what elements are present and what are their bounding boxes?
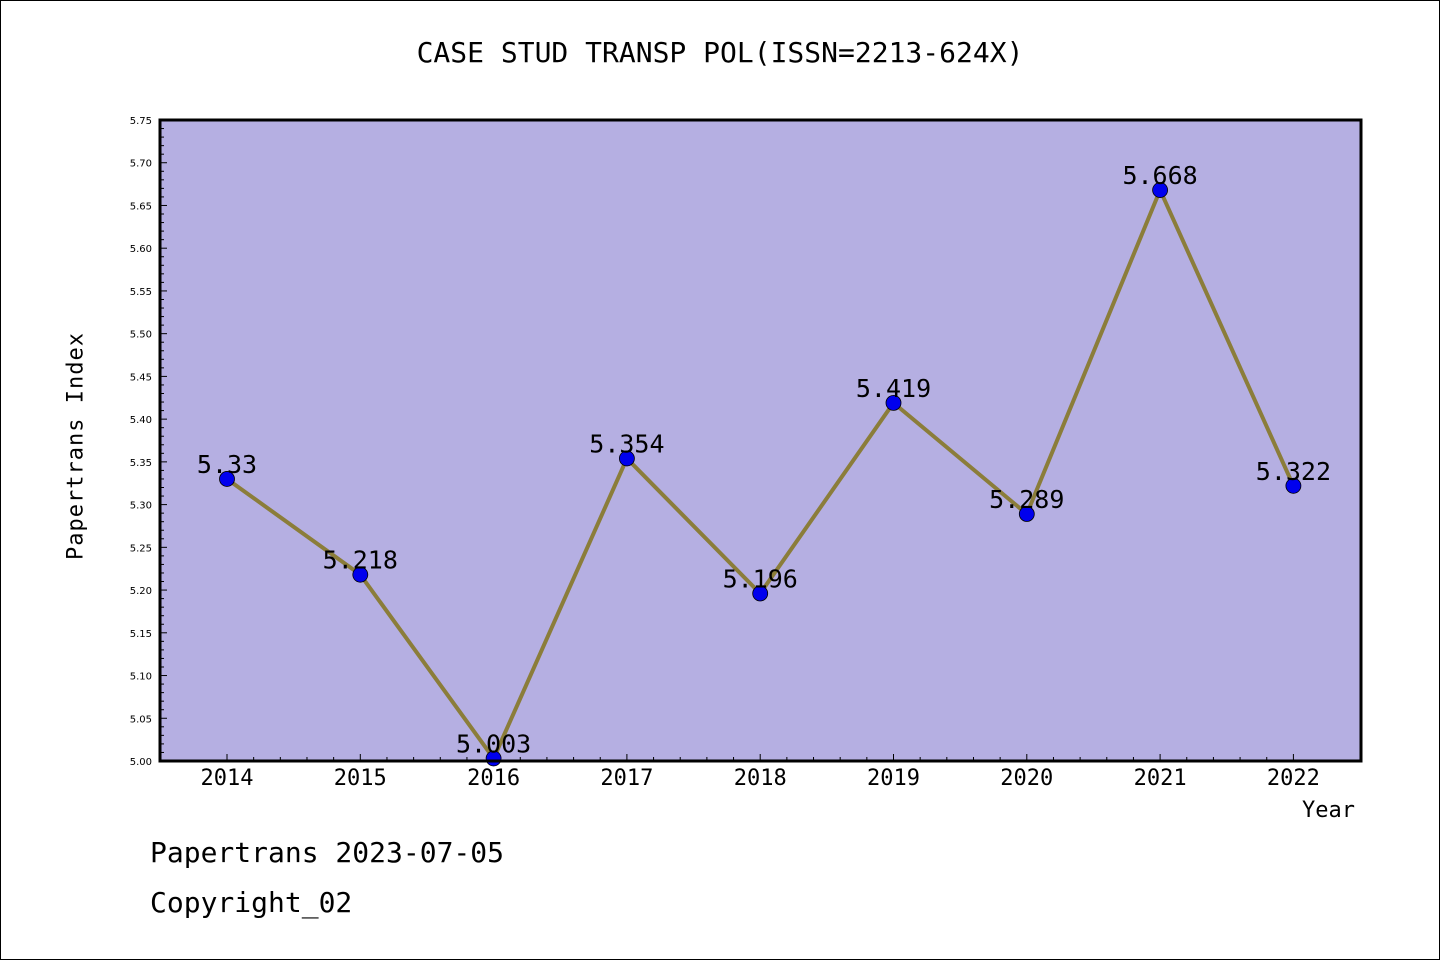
y-axis-label: Papertrans Index: [63, 332, 89, 560]
data-label: 5.668: [1122, 161, 1197, 190]
data-label: 5.289: [989, 485, 1064, 514]
y-tick-label: 5.10: [130, 672, 152, 683]
data-point: [219, 471, 235, 487]
data-point: [619, 450, 635, 467]
y-tick-label: 5.70: [130, 159, 152, 170]
data-point: [752, 585, 769, 602]
series-group: [219, 182, 1302, 767]
y-tick-label: 5.60: [130, 244, 152, 255]
data-labels: 5.33 5.218 5.003 5.354 5.196 5.419 5.289 5.668 5…: [197, 161, 1331, 758]
y-tick-label: 5.25: [130, 543, 152, 554]
x-tick-label: 2017: [600, 766, 653, 791]
y-tick-label: 5.55: [130, 287, 152, 298]
data-point: [1152, 182, 1168, 198]
x-tick-label: 2019: [867, 766, 920, 791]
x-tick-label: 2020: [1000, 766, 1053, 791]
y-tick-label: 5.65: [130, 201, 152, 212]
x-tick-label: 2018: [734, 766, 787, 791]
data-label: 5.218: [323, 546, 398, 575]
y-tick-label: 5.30: [130, 501, 152, 512]
data-label: 5.419: [856, 374, 931, 403]
data-point: [1018, 506, 1035, 522]
y-tick-label: 5.75: [130, 116, 152, 127]
y-tick-label: 5.45: [130, 372, 152, 383]
y-tick-label: 5.20: [130, 586, 152, 597]
y-tick-label: 5.35: [130, 458, 152, 469]
data-label: 5.354: [589, 429, 664, 458]
data-label: 5.196: [723, 564, 798, 593]
data-point: [352, 566, 369, 583]
y-tick-label: 5.40: [130, 415, 152, 426]
data-label: 5.003: [456, 729, 531, 758]
y-tick-label: 5.05: [130, 714, 152, 725]
y-axis-ticks: 5.00 5.05 5.10 5.15 5.20 5.25 5.30 5.35 5.40 5.45…: [130, 116, 167, 768]
y-tick-label: 5.15: [130, 629, 152, 640]
footer-copyright: Copyright_02: [150, 886, 353, 919]
chart-title: CASE STUD TRANSP POL(ISSN=2213-624X): [416, 36, 1024, 69]
y-tick-label: 5.50: [130, 330, 152, 341]
x-axis-label: Year: [1302, 798, 1355, 823]
data-label: 5.33: [197, 450, 257, 479]
x-tick-label: 2021: [1134, 766, 1187, 791]
footer-date: Papertrans 2023-07-05: [150, 836, 505, 869]
data-point: [885, 394, 902, 411]
x-tick-label: 2014: [201, 766, 254, 791]
plot-area: [160, 120, 1361, 761]
plot-border: [158, 118, 1363, 763]
data-label: 5.322: [1256, 457, 1331, 486]
x-tick-label: 2016: [467, 766, 520, 791]
y-tick-label: 5.00: [130, 757, 152, 768]
x-tick-label: 2015: [334, 766, 387, 791]
data-point: [1285, 477, 1302, 494]
x-tick-label: 2022: [1267, 766, 1320, 791]
